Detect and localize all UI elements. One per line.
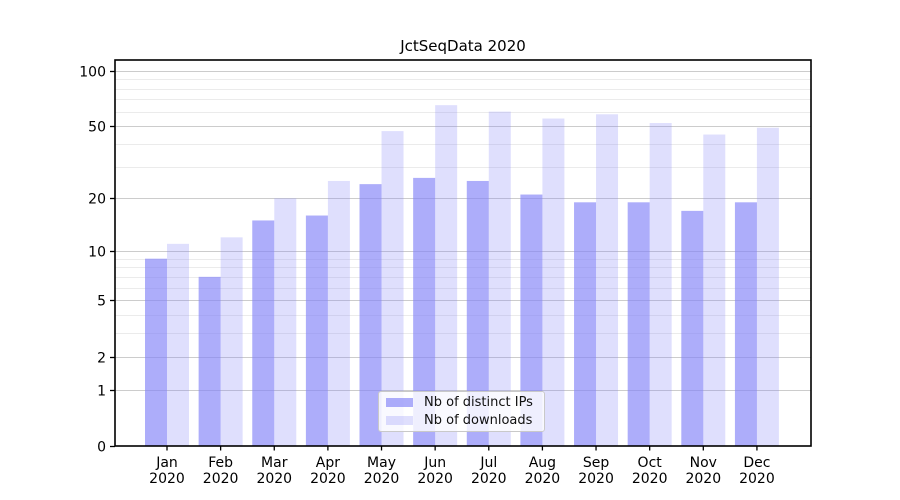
x-tick-label-year: 2020	[256, 471, 292, 487]
x-tick-label-year: 2020	[417, 471, 453, 487]
x-tick-label-year: 2020	[632, 471, 668, 487]
x-tick-label-year: 2020	[310, 471, 346, 487]
legend-item-downloads: Nb of downloads	[386, 413, 544, 428]
bar-downloads-jul	[488, 111, 511, 446]
legend-label-distinct-ips: Nb of distinct IPs	[424, 395, 533, 410]
x-tick-label-year: 2020	[739, 471, 775, 487]
y-tick-label: 5	[97, 294, 106, 310]
y-tick-label: 0	[97, 440, 106, 456]
legend-swatch-distinct-ips	[386, 398, 413, 407]
legend: Nb of distinct IPs Nb of downloads	[378, 391, 545, 432]
bar-downloads-jun	[435, 105, 458, 447]
bar-ips-feb	[198, 276, 221, 446]
bar-ips-jun	[413, 177, 436, 446]
x-tick-label-year: 2020	[685, 471, 721, 487]
x-tick-label-month: Jul	[479, 455, 497, 471]
bar-downloads-oct	[649, 123, 672, 447]
y-tick-label: 50	[88, 120, 106, 136]
x-tick-label-month: Nov	[690, 455, 717, 471]
plot-border	[114, 59, 812, 447]
x-tick-label-month: May	[367, 455, 396, 471]
x-tick-label-year: 2020	[149, 471, 185, 487]
bar-ips-apr	[305, 215, 328, 446]
y-tick-label: 10	[88, 245, 106, 261]
x-tick-label-year: 2020	[471, 471, 507, 487]
bar-ips-may	[359, 184, 382, 447]
chart-title: JctSeqData 2020	[400, 37, 526, 55]
bar-ips-mar	[252, 220, 275, 446]
y-tick-label: 1	[97, 384, 106, 400]
legend-swatch-downloads	[386, 416, 413, 425]
bar-downloads-nov	[703, 134, 726, 446]
x-tick-label-month: Aug	[529, 455, 556, 471]
bar-ips-aug	[520, 194, 543, 446]
bar-downloads-jan	[167, 243, 189, 446]
x-tick-label-month: Oct	[638, 455, 663, 471]
y-tick-label: 20	[88, 192, 106, 208]
bar-downloads-aug	[542, 118, 565, 446]
bar-downloads-feb	[220, 237, 243, 446]
y-tick-label: 2	[97, 351, 106, 367]
bar-ips-oct	[627, 202, 650, 446]
x-tick-label-month: Apr	[316, 455, 340, 471]
bar-ips-sep	[574, 202, 597, 446]
x-tick-label-month: Sep	[583, 455, 610, 471]
x-tick-label-year: 2020	[203, 471, 239, 487]
x-tick-label-month: Jan	[155, 455, 178, 471]
x-tick-label-year: 2020	[364, 471, 400, 487]
bar-downloads-sep	[596, 114, 619, 446]
bar-downloads-dec	[756, 127, 779, 447]
bar-downloads-may	[381, 131, 404, 446]
bar-ips-jul	[466, 180, 489, 446]
bar-ips-nov	[681, 210, 704, 446]
x-tick-label-year: 2020	[578, 471, 614, 487]
bar-downloads-apr	[327, 180, 350, 446]
x-tick-label-month: Feb	[208, 455, 233, 471]
legend-item-distinct-ips: Nb of distinct IPs	[386, 395, 544, 410]
x-tick-label-year: 2020	[525, 471, 561, 487]
x-tick-label-month: Dec	[743, 455, 770, 471]
x-tick-label-month: Mar	[261, 455, 288, 471]
legend-label-downloads: Nb of downloads	[424, 413, 533, 428]
bar-ips-jan	[145, 258, 167, 446]
bar-ips-dec	[734, 202, 757, 446]
x-tick-label-month: Jun	[423, 455, 446, 471]
y-tick-label: 100	[79, 65, 106, 81]
bar-downloads-mar	[274, 198, 297, 446]
